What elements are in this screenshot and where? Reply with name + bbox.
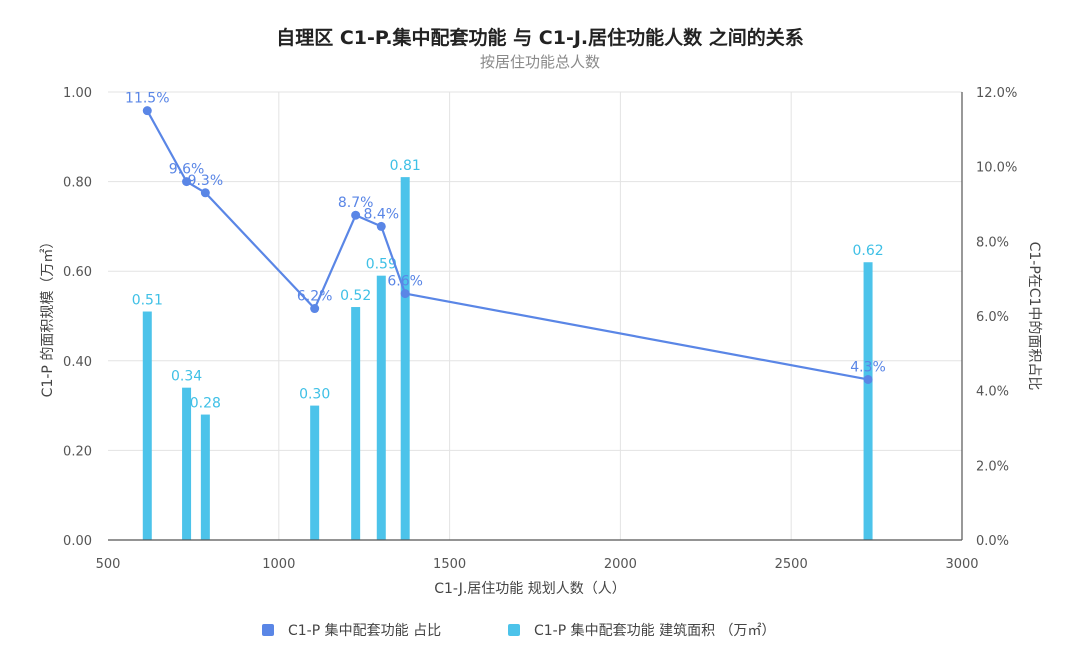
y-left-tick-label: 0.60 [63, 265, 92, 280]
x-tick-label: 3000 [945, 557, 978, 572]
bar[interactable] [376, 275, 386, 540]
bar[interactable] [863, 262, 873, 540]
bar[interactable] [182, 387, 192, 540]
bar[interactable] [142, 311, 152, 540]
y-right-tick-label: 6.0% [976, 310, 1009, 325]
bar[interactable] [351, 307, 361, 540]
y-left-tick-label: 0.00 [63, 534, 92, 549]
chart-title: 自理区 C1-P.集中配套功能 与 C1-J.居住功能人数 之间的关系 [276, 26, 804, 49]
bar[interactable] [310, 405, 320, 540]
line-point[interactable] [376, 221, 386, 231]
y-right-tick-label: 2.0% [976, 459, 1009, 474]
line-point[interactable] [351, 210, 361, 220]
y-axis-left-title: C1-P 的面积规模（万㎡） [40, 235, 56, 398]
bar-series: 0.51 0.34 0.28 0.30 0.52 0.59 0.81 0.62 [132, 158, 884, 540]
line-point[interactable] [400, 289, 410, 299]
y-axis-right-title: C1-P在C1中的面积占比 [1026, 242, 1042, 391]
x-tick-label: 1500 [433, 557, 466, 572]
line-data-label: 9.6% [169, 162, 205, 178]
line-data-label: 8.7% [338, 195, 374, 211]
x-tick-label: 500 [96, 557, 121, 572]
line-data-label: 6.2% [297, 289, 333, 305]
x-tick-label: 1000 [262, 557, 295, 572]
line-point[interactable] [142, 106, 152, 116]
y-left-tick-label: 0.20 [63, 444, 92, 459]
legend-label-line[interactable]: C1-P 集中配套功能 占比 [288, 622, 441, 639]
bar-data-label: 0.59 [366, 257, 397, 273]
line-data-label: 9.3% [188, 173, 224, 189]
chart-subtitle: 按居住功能总人数 [480, 53, 600, 71]
bar-data-label: 0.62 [852, 243, 883, 259]
y-right-tick-label: 8.0% [976, 235, 1009, 250]
y-right-tick-label: 12.0% [976, 86, 1017, 101]
bar-data-label: 0.51 [132, 293, 163, 309]
line-point[interactable] [200, 188, 210, 198]
line-point[interactable] [310, 304, 320, 314]
line-data-label: 8.4% [363, 206, 399, 222]
line-series: 11.5% 9.6%9.3% 6.2% 8.7%8.4% 6.6% 4.3% [125, 91, 886, 384]
legend: C1-P 集中配套功能 占比 C1-P 集中配套功能 建筑面积 （万㎡） [262, 622, 776, 639]
y-right-tick-label: 4.0% [976, 385, 1009, 400]
bar[interactable] [400, 177, 410, 540]
bar[interactable] [200, 414, 210, 540]
line-path [146, 110, 869, 381]
legend-swatch-bar[interactable] [508, 624, 520, 636]
y-right-tick-label: 10.0% [976, 161, 1017, 176]
bar-data-label: 0.28 [190, 396, 221, 412]
y-left-tick-label: 1.00 [63, 86, 92, 101]
x-tick-label: 2000 [604, 557, 637, 572]
y-left-tick-label: 0.40 [63, 355, 92, 370]
bar-data-label: 0.81 [390, 158, 421, 174]
x-axis-title: C1-J.居住功能 规划人数（人） [434, 581, 626, 597]
line-data-label: 4.3% [850, 359, 886, 375]
legend-label-bar[interactable]: C1-P 集中配套功能 建筑面积 （万㎡） [534, 622, 776, 639]
bar-data-label: 0.34 [171, 369, 202, 385]
line-point[interactable] [863, 374, 873, 384]
grid [108, 91, 962, 540]
bar-data-label: 0.30 [299, 387, 330, 403]
y-left-tick-label: 0.80 [63, 176, 92, 191]
y-right-tick-label: 0.0% [976, 534, 1009, 549]
line-point[interactable] [182, 177, 192, 187]
line-data-label: 6.6% [387, 274, 423, 290]
x-tick-label: 2500 [775, 557, 808, 572]
bar-data-label: 0.52 [340, 288, 371, 304]
legend-swatch-line[interactable] [262, 624, 274, 636]
axes: 500 1000 1500 2000 2500 3000 0.00 0.20 0.40 0.60 0… [63, 86, 1017, 572]
line-data-label: 11.5% [125, 91, 169, 107]
